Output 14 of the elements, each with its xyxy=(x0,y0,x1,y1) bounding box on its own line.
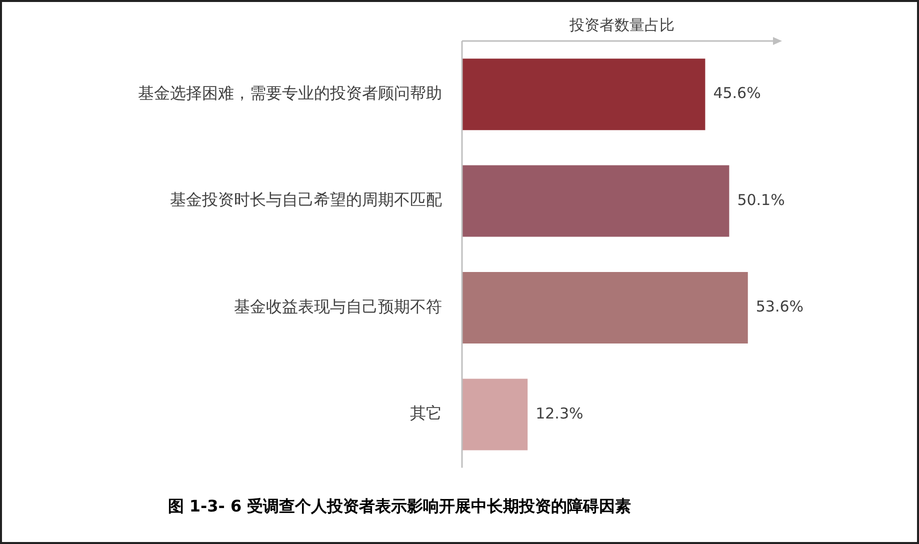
bar xyxy=(462,378,528,450)
bar xyxy=(462,165,730,237)
data-label: 50.1% xyxy=(737,190,785,209)
y-tick-label: 其它 xyxy=(410,404,442,423)
x-axis-title: 投资者数量占比 xyxy=(568,16,674,34)
data-label: 53.6% xyxy=(756,298,804,316)
y-tick-label: 基金收益表现与自己预期不符 xyxy=(234,296,442,316)
data-label: 45.6% xyxy=(713,84,761,102)
y-tick-label: 基金选择困难，需要专业的投资者顾问帮助 xyxy=(138,84,442,103)
data-label: 12.3% xyxy=(536,404,584,422)
text: 图 1-3- 6 受调查个人投资者表示影响开展中长期投资的障碍因素 xyxy=(168,496,632,516)
bar xyxy=(462,272,748,344)
y-tick-label: 基金投资时长与自己希望的周期不匹配 xyxy=(170,190,442,210)
bar xyxy=(462,58,706,130)
